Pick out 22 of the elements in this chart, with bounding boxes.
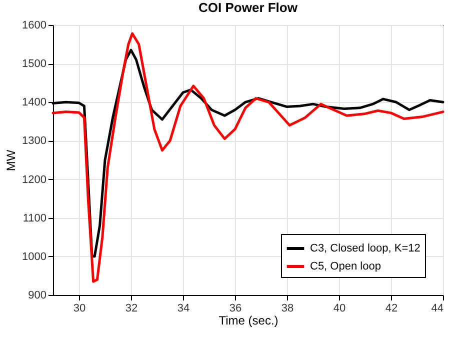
y-tick-label: 1600 xyxy=(22,20,46,32)
x-axis-title: Time (sec.) xyxy=(218,314,278,328)
legend-label: C3, Closed loop, K=12 xyxy=(310,242,420,254)
y-tick-label: 1300 xyxy=(22,135,46,148)
legend-label: C5, Open loop xyxy=(310,260,381,272)
y-tick-label: 1500 xyxy=(22,58,46,70)
y-tick-label: 1400 xyxy=(22,96,46,109)
y-tick-label: 1000 xyxy=(22,250,46,263)
x-tick-label: 42 xyxy=(385,302,398,314)
x-tick-label: 30 xyxy=(73,302,86,314)
chart-title: COI Power Flow xyxy=(198,0,298,15)
x-tick-label: 38 xyxy=(281,302,294,314)
y-tick-label: 900 xyxy=(28,290,46,302)
y-tick-label: 1200 xyxy=(22,174,46,186)
y-axis-title: MW xyxy=(4,149,18,172)
x-tick-label: 36 xyxy=(229,302,242,314)
y-tick-label: 1100 xyxy=(22,212,46,224)
x-tick-label: 44 xyxy=(431,302,444,314)
x-tick-label: 34 xyxy=(177,302,190,314)
line-series xyxy=(52,32,444,283)
x-tick-label: 32 xyxy=(125,302,138,314)
x-tick-label: 40 xyxy=(333,302,346,314)
